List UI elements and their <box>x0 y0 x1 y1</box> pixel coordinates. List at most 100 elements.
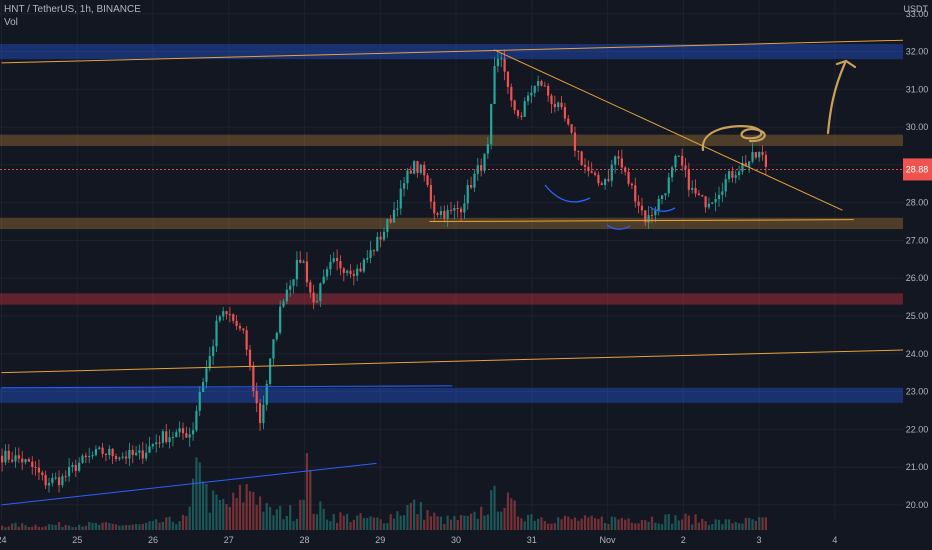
candle-body <box>419 164 422 173</box>
curve-annotation-bottom <box>606 224 631 230</box>
volume-bar <box>557 517 560 530</box>
volume-bar <box>359 513 362 530</box>
volume-bar <box>265 503 268 530</box>
volume-bar <box>27 526 30 530</box>
volume-bar <box>637 523 640 530</box>
volume-bar <box>232 492 235 530</box>
candle-body <box>392 209 396 223</box>
volume-bar <box>269 506 272 530</box>
volume-bar <box>644 520 647 530</box>
candle-body <box>650 215 654 217</box>
volume-bar <box>188 506 191 530</box>
volume-bar <box>433 512 436 530</box>
volume-bar <box>222 498 225 530</box>
volume-bar <box>409 503 412 530</box>
volume-bar <box>51 524 54 530</box>
price-tick-label: 28.00 <box>906 198 929 208</box>
candle-body <box>131 449 134 456</box>
volume-bar <box>34 524 37 530</box>
volume-bar <box>248 491 252 530</box>
candle-body <box>604 179 607 185</box>
candle-body <box>24 459 27 463</box>
volume-bar <box>707 525 711 530</box>
candle-body <box>195 410 198 431</box>
volume-bar <box>215 494 218 530</box>
candle-body <box>359 268 362 272</box>
volume-bar <box>473 511 476 530</box>
volume-bar <box>560 519 563 530</box>
trendline-orange <box>493 49 843 211</box>
volume-bar <box>245 484 248 530</box>
volume-bar <box>758 517 761 530</box>
volume-bar <box>449 519 453 530</box>
candle-body <box>161 431 164 443</box>
candle-body <box>366 257 369 260</box>
candle-body <box>634 185 637 202</box>
symbol-title: HNT / TetherUS, 1h, BINANCE <box>4 4 141 15</box>
volume-bar <box>4 527 7 530</box>
candle-body <box>530 92 533 96</box>
volume-bar <box>657 523 660 530</box>
candle-body <box>547 85 550 96</box>
time-tick-label: 2 <box>681 535 686 545</box>
time-tick-label: 27 <box>224 535 234 545</box>
candle-body <box>118 457 121 460</box>
candle-body <box>212 346 215 357</box>
volume-bar <box>208 512 211 530</box>
volume-bar <box>131 524 134 530</box>
volume-bar <box>114 524 118 530</box>
candle-body <box>426 175 429 186</box>
volume-bar <box>346 513 349 530</box>
volume-bar <box>674 515 677 530</box>
trendline-blue <box>1 462 377 506</box>
candle-body <box>208 356 211 369</box>
candle-body <box>262 404 265 424</box>
volume-bar <box>620 517 623 530</box>
volume-bar <box>175 524 178 530</box>
candle-body <box>396 208 399 210</box>
volume-bar <box>537 518 540 530</box>
volume-bar <box>372 517 376 530</box>
volume-bar <box>41 527 44 530</box>
candle-body <box>617 156 620 159</box>
volume-bar <box>64 524 67 530</box>
volume-bar <box>235 498 238 530</box>
candle-body <box>717 194 721 200</box>
volume-bar <box>128 525 131 530</box>
volume-bar <box>727 519 731 530</box>
candle-body <box>215 320 218 347</box>
candle-body <box>734 175 737 178</box>
candle-body <box>185 433 188 438</box>
volume-bar <box>138 524 141 530</box>
candle-body <box>453 207 456 211</box>
candle-body <box>78 462 81 471</box>
volume-bar <box>513 500 516 530</box>
volume-bar <box>724 519 727 530</box>
volume-bar <box>399 515 402 530</box>
volume-bar <box>426 510 429 530</box>
candle-body <box>580 151 583 165</box>
candle-body <box>526 95 530 102</box>
volume-bar <box>607 523 610 530</box>
candle-body <box>493 66 496 104</box>
volume-bar <box>11 523 14 530</box>
volume-bar <box>681 519 684 530</box>
volume-bar <box>490 490 493 530</box>
candle-body <box>436 213 439 215</box>
volume-bar <box>218 499 221 530</box>
candle-body <box>533 85 536 93</box>
candle-body <box>691 188 694 190</box>
candle-body <box>71 465 74 467</box>
trendline-orange <box>1 349 904 374</box>
volume-bar <box>459 515 463 530</box>
candle-body <box>764 154 767 167</box>
volume-bar <box>14 522 17 530</box>
candle-body <box>242 328 245 331</box>
candle-body <box>205 368 208 383</box>
candle-body <box>279 306 282 333</box>
volume-bar <box>342 515 345 530</box>
volume-bar <box>315 514 319 530</box>
volume-bar <box>540 517 543 530</box>
candle-body <box>369 250 372 258</box>
